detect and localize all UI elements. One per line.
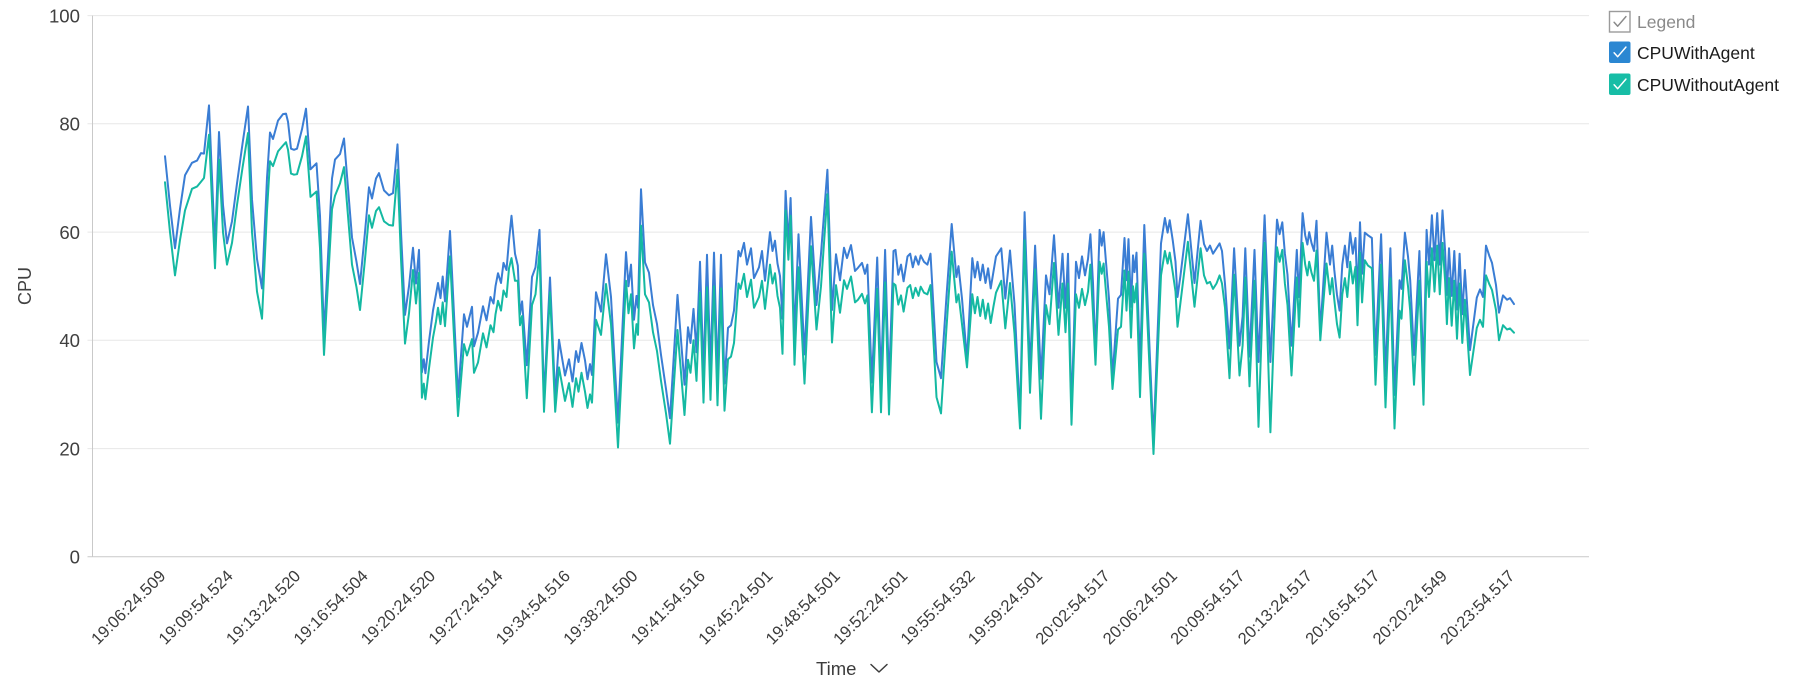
svg-text:0: 0 xyxy=(70,547,80,568)
svg-text:100: 100 xyxy=(49,5,80,26)
svg-text:60: 60 xyxy=(59,222,80,243)
svg-text:80: 80 xyxy=(59,114,80,135)
svg-text:Legend: Legend xyxy=(1637,12,1695,32)
svg-text:CPUWithoutAgent: CPUWithoutAgent xyxy=(1637,75,1779,95)
svg-text:40: 40 xyxy=(59,330,80,351)
svg-text:20: 20 xyxy=(59,438,80,459)
svg-text:CPUWithAgent: CPUWithAgent xyxy=(1637,43,1755,63)
svg-text:CPU: CPU xyxy=(15,267,35,305)
svg-text:Time: Time xyxy=(816,658,856,679)
